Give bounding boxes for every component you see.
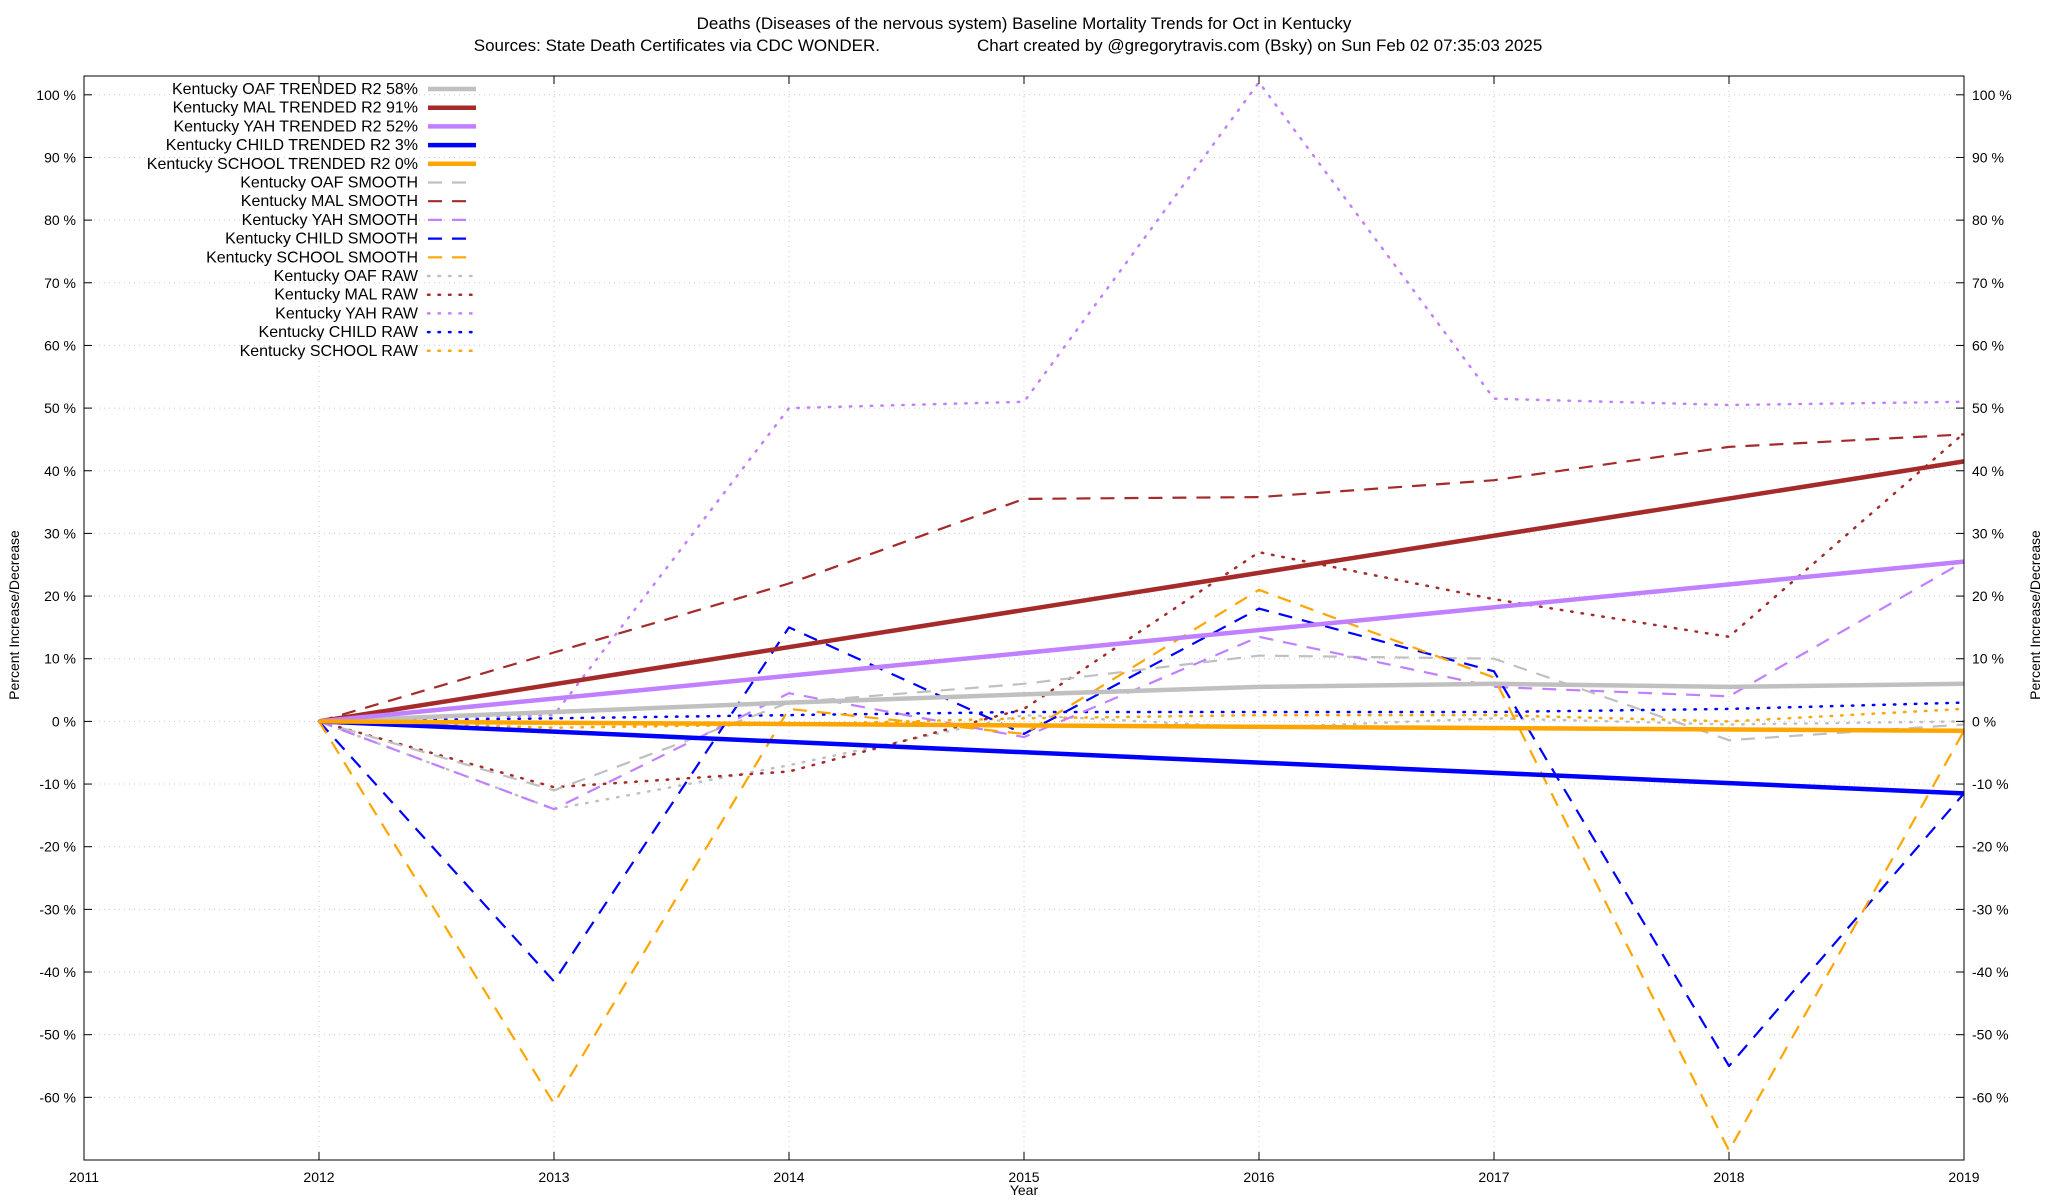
series-line [318,681,1965,724]
y-tick-label-left: -60 % [39,1089,76,1105]
y-tick-label-left: -10 % [39,776,76,792]
series-line [318,560,1965,811]
series-line [317,701,1966,723]
series-group [317,81,1966,1152]
chart-subtitle-credit: Chart created by @gregorytravis.com (Bsk… [977,36,1542,55]
y-tick-label-left: 100 % [36,87,76,103]
grid [83,76,1965,1160]
x-tick-label: 2019 [1948,1169,1979,1185]
y-tick-label-right: 80 % [1972,212,2004,228]
x-tick-label: 2011 [69,1169,99,1185]
x-tick-label: 2018 [1713,1169,1744,1185]
legend-entry-label: Kentucky MAL TRENDED R2 91% [173,100,418,117]
x-tick-label: 2013 [538,1169,569,1185]
axis-ticks: -60 % -60 % -50 % -50 % -40 % -40 % -30 % -30 %… [36,76,2012,1185]
y-tick-label-right: 30 % [1972,525,2004,541]
legend-entry-label: Kentucky YAH SMOOTH [242,212,418,229]
y-tick-label-left: -40 % [39,964,76,980]
y-tick-label-right: 100 % [1972,87,2012,103]
series-line [318,719,1965,734]
y-tick-label-left: 10 % [44,651,76,667]
x-axis-label: Year [1010,1182,1039,1198]
y-tick-label-left: 30 % [44,525,76,541]
legend-entry-label: Kentucky MAL RAW [274,287,419,304]
y-tick-label-right: -30 % [1972,901,2009,917]
legend-entry-label: Kentucky SCHOOL RAW [240,343,419,360]
legend-entry-label: Kentucky CHILD RAW [259,324,419,341]
y-tick-label-left: 40 % [44,463,76,479]
series-line [318,459,1965,724]
legend-entry-label: Kentucky MAL SMOOTH [241,193,418,210]
y-tick-label-right: -20 % [1972,839,2009,855]
y-tick-label-right: 40 % [1972,463,2004,479]
legend-entry-label: Kentucky OAF RAW [274,268,419,285]
y-axis-label-left: Percent Increase/Decrease [6,530,22,700]
legend-entry-label: Kentucky YAH TRENDED R2 52% [173,118,418,135]
y-tick-label-left: 80 % [44,212,76,228]
y-tick-label-right: 50 % [1972,400,2004,416]
legend-entry-label: Kentucky CHILD TRENDED R2 3% [166,137,418,154]
y-tick-label-right: -10 % [1972,776,2009,792]
y-tick-label-left: 90 % [44,149,76,165]
series-line [318,559,1965,724]
y-tick-label-right: 20 % [1972,588,2004,604]
y-tick-label-right: 10 % [1972,651,2004,667]
series-line [317,707,1966,729]
x-tick-label: 2014 [773,1169,804,1185]
y-tick-label-left: 0 % [52,713,76,729]
series-line [317,431,1966,789]
x-tick-label: 2016 [1243,1169,1274,1185]
x-tick-label: 2017 [1478,1169,1509,1185]
y-tick-label-left: 70 % [44,275,76,291]
chart-title: Deaths (Diseases of the nervous system) … [697,14,1352,33]
legend-entry-label: Kentucky OAF SMOOTH [240,175,418,192]
legend: Kentucky OAF TRENDED R2 58% Kentucky MAL … [147,81,478,360]
legend-entry-label: Kentucky YAH RAW [275,305,419,322]
x-tick-label: 2012 [303,1169,334,1185]
y-tick-label-left: -50 % [39,1027,76,1043]
y-tick-label-right: 70 % [1972,275,2004,291]
chart-subtitle-sources: Sources: State Death Certificates via CD… [474,36,880,55]
legend-entry-label: Kentucky SCHOOL TRENDED R2 0% [147,156,418,173]
series-line [318,719,1965,796]
y-tick-label-right: -50 % [1972,1027,2009,1043]
series-line [318,607,1965,1068]
y-tick-label-right: 0 % [1972,713,1996,729]
legend-entry-label: Kentucky OAF TRENDED R2 58% [172,81,418,98]
y-axis-label-right: Percent Increase/Decrease [2027,530,2043,700]
legend-entry-label: Kentucky CHILD SMOOTH [225,231,418,248]
y-tick-label-left: -20 % [39,839,76,855]
y-tick-label-left: 50 % [44,400,76,416]
y-tick-label-right: 90 % [1972,149,2004,165]
series-line [318,654,1965,792]
series-line [317,713,1966,811]
series-line [318,588,1965,1152]
y-tick-label-right: -60 % [1972,1089,2009,1105]
y-tick-label-right: -40 % [1972,964,2009,980]
y-tick-label-left: 60 % [44,337,76,353]
y-tick-label-left: 20 % [44,588,76,604]
y-tick-label-left: -30 % [39,901,76,917]
x-tick-label: 2015 [1008,1169,1039,1185]
legend-entry-label: Kentucky SCHOOL SMOOTH [206,249,418,266]
y-tick-label-right: 60 % [1972,337,2004,353]
